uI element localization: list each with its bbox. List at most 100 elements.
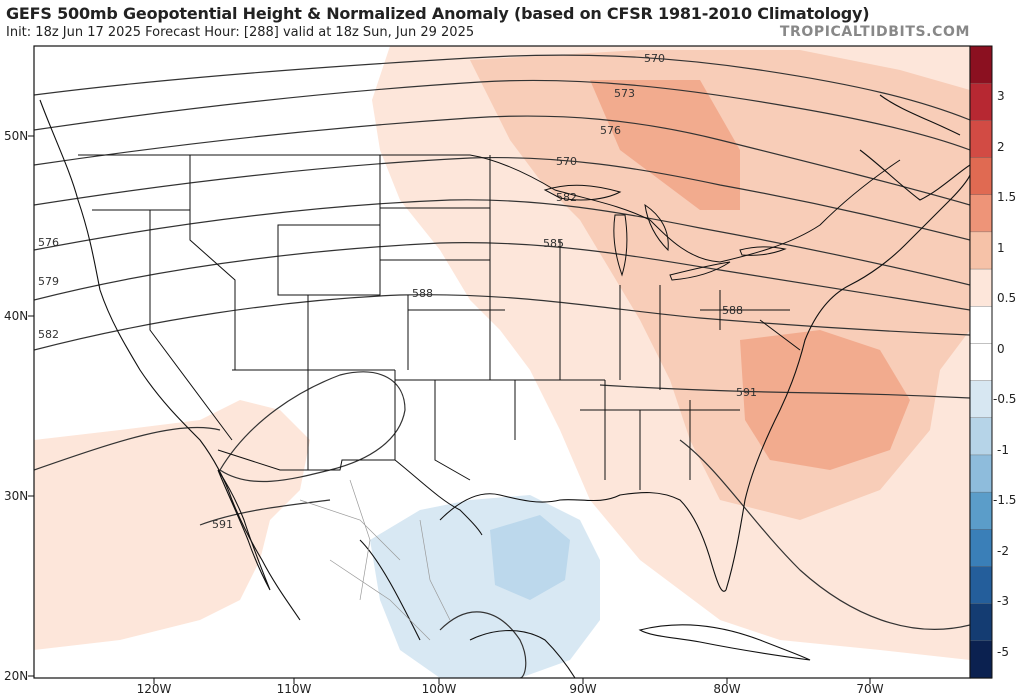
latitude-labels: 50N 40N 30N 20N xyxy=(4,129,34,683)
baja-coastline xyxy=(217,469,271,591)
mexico-borders xyxy=(299,479,451,641)
colorbar-cell xyxy=(969,491,993,530)
mexico-state-lines xyxy=(299,479,451,641)
height-contours xyxy=(34,54,970,678)
colorbar-label: -1.5 xyxy=(993,493,1016,507)
contour-591-south xyxy=(34,426,221,471)
colorbar-label: 1 xyxy=(997,241,1005,255)
brand-watermark[interactable]: TROPICALTIDBITS.COM xyxy=(779,24,970,40)
colorbar-cell xyxy=(969,343,993,382)
colorbar-cell xyxy=(969,120,993,159)
contour-label: 570 xyxy=(556,155,577,168)
colorbar-cell xyxy=(969,529,993,568)
colorbar-label: -1 xyxy=(997,443,1009,457)
negative-anomaly-moderate-gulf xyxy=(490,515,570,600)
colorbar-label: -3 xyxy=(997,594,1009,608)
colorbar-frame xyxy=(969,45,993,679)
contour-570 xyxy=(34,54,970,121)
lat-label: 40N xyxy=(4,309,28,323)
colorbar-cell xyxy=(969,306,993,345)
lon-label: 110W xyxy=(277,682,312,696)
contour-576 xyxy=(34,115,970,206)
cuba-coastline xyxy=(638,624,811,661)
colorbar-label: 3 xyxy=(997,89,1005,103)
lat-label: 50N xyxy=(4,129,28,143)
colorbar-label: -0.5 xyxy=(993,392,1016,406)
colorbar-label: 0.5 xyxy=(997,291,1016,305)
lake-erie xyxy=(669,261,731,281)
lake-ontario xyxy=(739,246,787,256)
us-mexico-border xyxy=(217,449,483,536)
colorbar-cell xyxy=(969,603,993,642)
contour-label: 585 xyxy=(543,237,564,250)
colorbar-cell xyxy=(969,231,993,270)
political-borders xyxy=(78,154,901,536)
colorbar-label: -2 xyxy=(997,544,1009,558)
lake-superior xyxy=(543,184,622,201)
map-subtitle: Init: 18z Jun 17 2025 Forecast Hour: [28… xyxy=(6,25,475,40)
lon-label: 120W xyxy=(137,682,172,696)
longitude-labels: 120W 110W 100W 90W 80W 70W xyxy=(137,678,884,696)
colorbar-label: -5 xyxy=(997,645,1009,659)
contour-label: 576 xyxy=(38,236,59,249)
positive-anomaly-weak-southwest xyxy=(34,400,310,650)
contour-573 xyxy=(34,79,970,151)
lake-huron xyxy=(644,203,669,252)
colorbar-cell xyxy=(969,640,993,679)
contour-579 xyxy=(34,157,970,241)
contour-591-east xyxy=(599,384,970,399)
colorbar-label: 0 xyxy=(997,342,1005,356)
pacific-coastline xyxy=(39,99,301,621)
contour-label: 591 xyxy=(212,518,233,531)
colorbar-cell xyxy=(969,417,993,456)
colorbar: 3 2 1.5 1 0.5 0 -0.5 -1 -1.5 -2 -3 -5 xyxy=(969,45,1016,679)
contour-585 xyxy=(34,242,970,311)
colorbar-cells xyxy=(969,45,993,679)
contour-label: 591 xyxy=(736,386,757,399)
contour-label: 570 xyxy=(644,52,665,65)
colorbar-cell xyxy=(969,268,993,307)
coastlines xyxy=(39,94,970,678)
contour-label: 579 xyxy=(38,275,59,288)
lake-michigan xyxy=(613,214,628,277)
contour-591-atlantic xyxy=(679,439,970,630)
contour-591-mexico xyxy=(199,499,331,526)
contour-591-west xyxy=(219,371,406,483)
state-borders-east xyxy=(515,240,801,490)
colorbar-cell xyxy=(969,157,993,196)
colorbar-cell xyxy=(969,82,993,122)
colorbar-cell xyxy=(969,194,993,233)
contour-label: 576 xyxy=(600,124,621,137)
colorbar-cell xyxy=(969,454,993,493)
gulf-coastline xyxy=(359,492,727,641)
lon-label: 70W xyxy=(856,682,883,696)
anomaly-shading xyxy=(34,46,970,678)
positive-anomaly-strong-southeast xyxy=(740,330,910,470)
colorbar-cell xyxy=(969,45,993,84)
positive-anomaly-weak-east-atlantic xyxy=(800,530,970,640)
lon-label: 80W xyxy=(713,682,740,696)
lat-label: 20N xyxy=(4,669,28,683)
contour-label: 588 xyxy=(412,287,433,300)
colorbar-cell xyxy=(969,566,993,605)
colorbar-label: 2 xyxy=(997,140,1005,154)
positive-anomaly-strong-north xyxy=(590,80,740,210)
contour-label: 582 xyxy=(38,328,59,341)
yucatan-coastline xyxy=(469,630,576,678)
contour-582 xyxy=(34,199,970,286)
contour-588 xyxy=(34,294,970,351)
lon-label: 100W xyxy=(422,682,457,696)
colorbar-label: 1.5 xyxy=(997,190,1016,204)
contour-label: 573 xyxy=(614,87,635,100)
lon-label: 90W xyxy=(569,682,596,696)
canada-coastline xyxy=(859,94,970,201)
us-canada-border xyxy=(78,154,901,263)
colorbar-cell xyxy=(969,380,993,419)
contour-591-gulf xyxy=(439,611,527,678)
map-title: GEFS 500mb Geopotential Height & Normali… xyxy=(6,4,870,23)
negative-anomaly-weak-gulf xyxy=(370,495,600,678)
atlantic-coastline xyxy=(725,174,970,591)
lat-label: 30N xyxy=(4,489,28,503)
great-lakes xyxy=(543,184,787,281)
